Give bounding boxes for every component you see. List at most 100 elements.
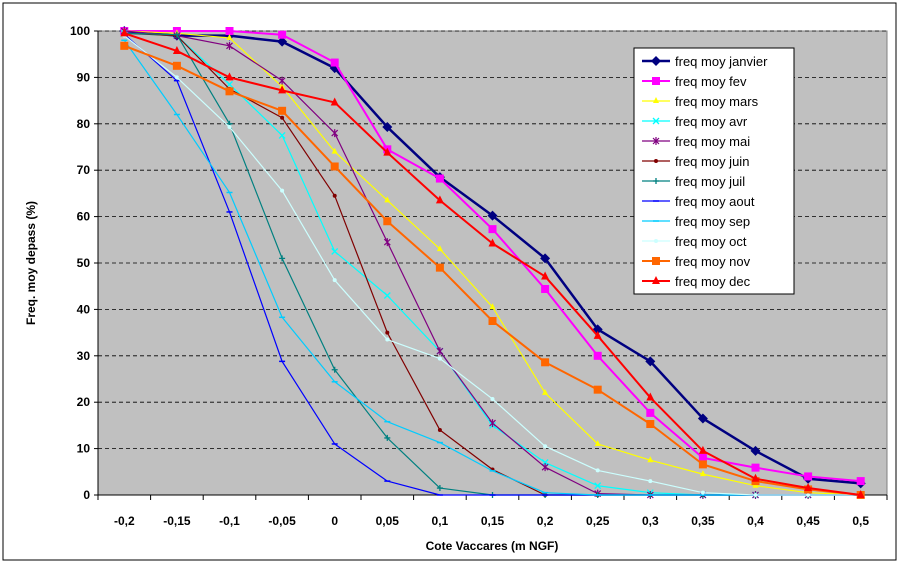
data-point [697,413,708,424]
data-point [280,115,285,120]
series-freq-moy-dec [120,28,865,498]
legend-item: freq moy dec [642,274,751,289]
data-point [332,193,337,198]
legend-label: freq moy juil [675,174,745,189]
data-point [227,125,232,130]
x-tick-label: 0,2 [537,514,554,528]
data-point [653,97,659,103]
legend-item: freq moy aout [642,194,755,209]
data-point [488,225,497,234]
data-point [751,473,760,482]
data-point [435,195,444,204]
legend-item: freq moy avr [642,114,748,129]
data-point [699,470,706,477]
data-point [279,255,286,262]
data-point [487,210,498,221]
data-point [225,87,234,96]
x-tick-label: 0,35 [691,514,715,528]
data-point [488,317,497,325]
y-tick-label: 0 [83,488,90,502]
data-point [383,292,391,299]
data-point [804,483,813,492]
data-point [436,245,443,252]
x-tick-label: -0,05 [268,514,296,528]
data-point [437,428,442,433]
data-point [489,419,496,428]
y-tick-label: 50 [77,256,91,270]
data-point [385,337,390,342]
x-tick-label: 0,25 [586,514,610,528]
data-point [648,479,653,484]
data-point [698,460,707,469]
x-tick-label: 0,05 [376,514,400,528]
data-point [226,33,233,40]
data-point [330,162,339,171]
data-point [595,468,600,473]
data-point [652,137,660,145]
y-tick-label: 20 [77,395,91,409]
data-point [383,147,392,156]
data-point [331,366,338,373]
data-point [173,31,180,38]
y-tick-label: 80 [77,117,91,131]
data-point [652,117,660,125]
x-tick-label: 0,1 [432,514,449,528]
data-point [593,385,602,394]
data-point [174,75,179,80]
data-point [540,253,551,264]
series-freq-moy-nov [120,41,865,499]
x-tick-label: -0,15 [163,514,191,528]
legend-label: freq moy nov [675,254,751,269]
x-tick-label: 0,4 [747,514,764,528]
data-point [225,27,234,35]
data-point [225,72,234,81]
series-freq-moy-mars [121,27,864,497]
data-point [804,472,813,481]
x-axis-title: Cote Vaccares (m NGF) [426,539,559,553]
data-point [856,477,865,486]
data-point [594,439,601,446]
legend-label: freq moy oct [675,234,747,249]
data-point [330,58,339,67]
data-point [652,257,660,265]
data-point [226,41,233,50]
y-tick-label: 60 [77,210,91,224]
legend-label: freq moy dec [675,274,751,289]
data-point [654,159,658,163]
data-point [646,408,655,417]
data-point [490,396,495,401]
data-point [541,358,550,367]
x-tick-label: 0,45 [796,514,820,528]
data-point [331,129,339,138]
data-point [652,77,660,85]
data-point [172,45,181,54]
data-point [542,388,549,395]
data-point [278,106,287,115]
data-point [331,247,339,255]
data-point [593,351,602,360]
data-point [120,28,129,37]
x-tick-label: 0,15 [481,514,505,528]
x-tick-label: 0 [331,514,338,528]
gridlines [98,30,887,450]
data-point [385,330,390,335]
y-axis-title: Freq. moy depass (%) [24,201,38,325]
data-point [646,392,655,401]
legend-label: freq moy juin [675,154,749,169]
data-point [278,85,287,94]
data-point [331,147,338,154]
y-tick-label: 90 [77,70,91,84]
x-tick-label: 0,3 [642,514,659,528]
data-point [437,356,442,361]
data-point [435,174,444,183]
data-point [280,188,285,193]
data-point [652,276,660,284]
y-tick-label: 100 [70,24,90,38]
legend-item: freq moy fev [642,74,747,89]
data-point [806,493,811,497]
data-point [541,284,550,293]
x-tick-label: 0,5 [852,514,869,528]
legend-label: freq moy sep [675,214,750,229]
